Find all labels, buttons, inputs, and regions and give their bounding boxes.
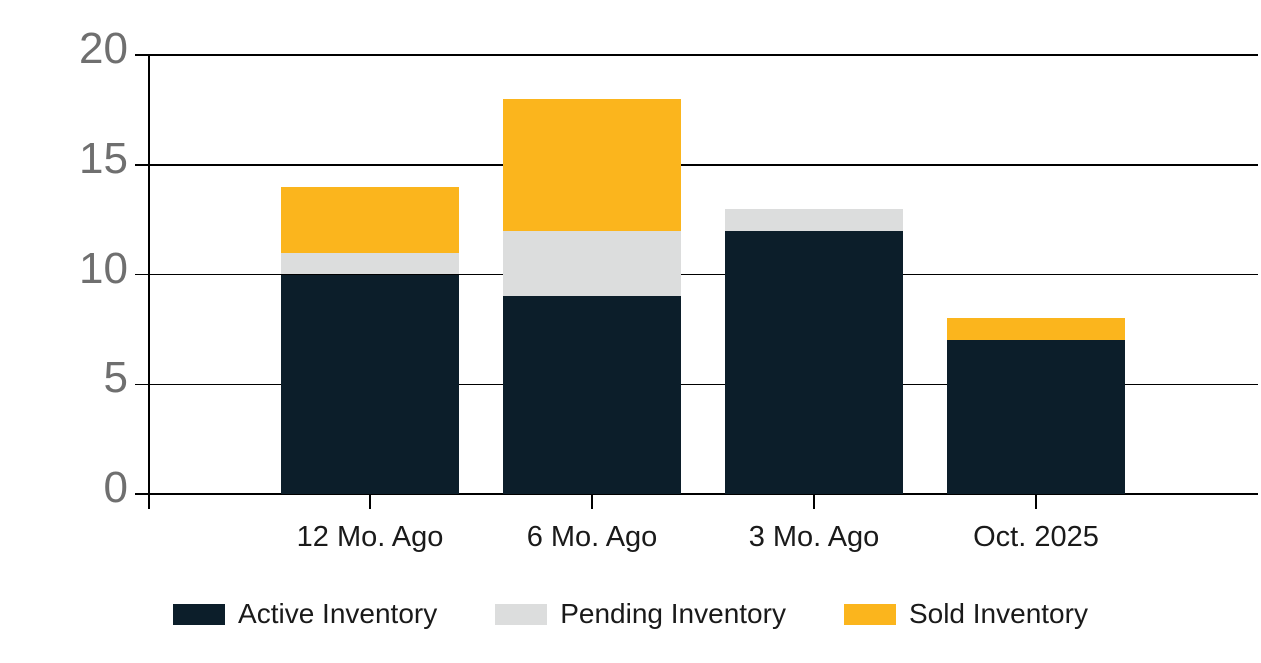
bar-segment-sold-inventory-6-mo-ago bbox=[503, 98, 681, 231]
y-axis-tick-label: 0 bbox=[103, 463, 128, 512]
x-axis-tick bbox=[369, 494, 371, 509]
gridline-y-15 bbox=[135, 164, 1258, 166]
legend-label: Sold Inventory bbox=[908, 598, 1088, 629]
legend-swatch-pending-inventory bbox=[495, 603, 548, 625]
x-axis-category-label: 3 Mo. Ago bbox=[748, 521, 880, 553]
gridline-y-0 bbox=[135, 493, 1258, 495]
gridline-y-10 bbox=[135, 273, 1258, 276]
legend-swatch-sold-inventory bbox=[843, 603, 896, 625]
y-axis-line bbox=[148, 55, 150, 509]
x-axis-category-label: Oct. 2025 bbox=[973, 521, 1099, 553]
y-axis-tick-label: 5 bbox=[103, 353, 128, 403]
bar-segment-active-inventory-6-mo-ago bbox=[503, 296, 681, 494]
y-axis-tick-label: 20 bbox=[79, 24, 128, 73]
y-axis-tick-label: 15 bbox=[79, 133, 128, 183]
x-axis-category-label: 6 Mo. Ago bbox=[526, 521, 658, 553]
bar-segment-active-inventory-3-mo-ago bbox=[725, 230, 903, 494]
chart-legend: Active Inventory Pending Inventory Sold In… bbox=[0, 598, 1261, 630]
gridline-y-20 bbox=[135, 54, 1258, 56]
legend-item-pending-inventory: Pending Inventory bbox=[495, 598, 786, 630]
x-axis-category-label: 12 Mo. Ago bbox=[296, 521, 444, 553]
bar-segment-pending-inventory-3-mo-ago bbox=[725, 208, 903, 231]
bar-segment-sold-inventory-12-mo-ago bbox=[281, 186, 459, 253]
bar-segment-active-inventory-12-mo-ago bbox=[281, 274, 459, 494]
bar-segment-active-inventory-oct-2025 bbox=[947, 340, 1125, 494]
legend-item-sold-inventory: Sold Inventory bbox=[843, 598, 1088, 630]
gridline-y-5 bbox=[135, 383, 1258, 385]
legend-item-active-inventory: Active Inventory bbox=[173, 598, 437, 630]
bar-segment-sold-inventory-oct-2025 bbox=[947, 318, 1125, 341]
y-axis-tick-label: 10 bbox=[79, 243, 128, 293]
legend-label: Active Inventory bbox=[238, 598, 438, 629]
bar-segment-pending-inventory-6-mo-ago bbox=[503, 230, 681, 297]
x-axis-tick bbox=[591, 494, 593, 509]
legend-label: Pending Inventory bbox=[560, 598, 786, 629]
bar-segment-pending-inventory-12-mo-ago bbox=[281, 252, 459, 275]
x-axis-tick bbox=[813, 494, 815, 509]
legend-swatch-active-inventory bbox=[173, 603, 226, 625]
x-axis-tick bbox=[1035, 494, 1037, 509]
